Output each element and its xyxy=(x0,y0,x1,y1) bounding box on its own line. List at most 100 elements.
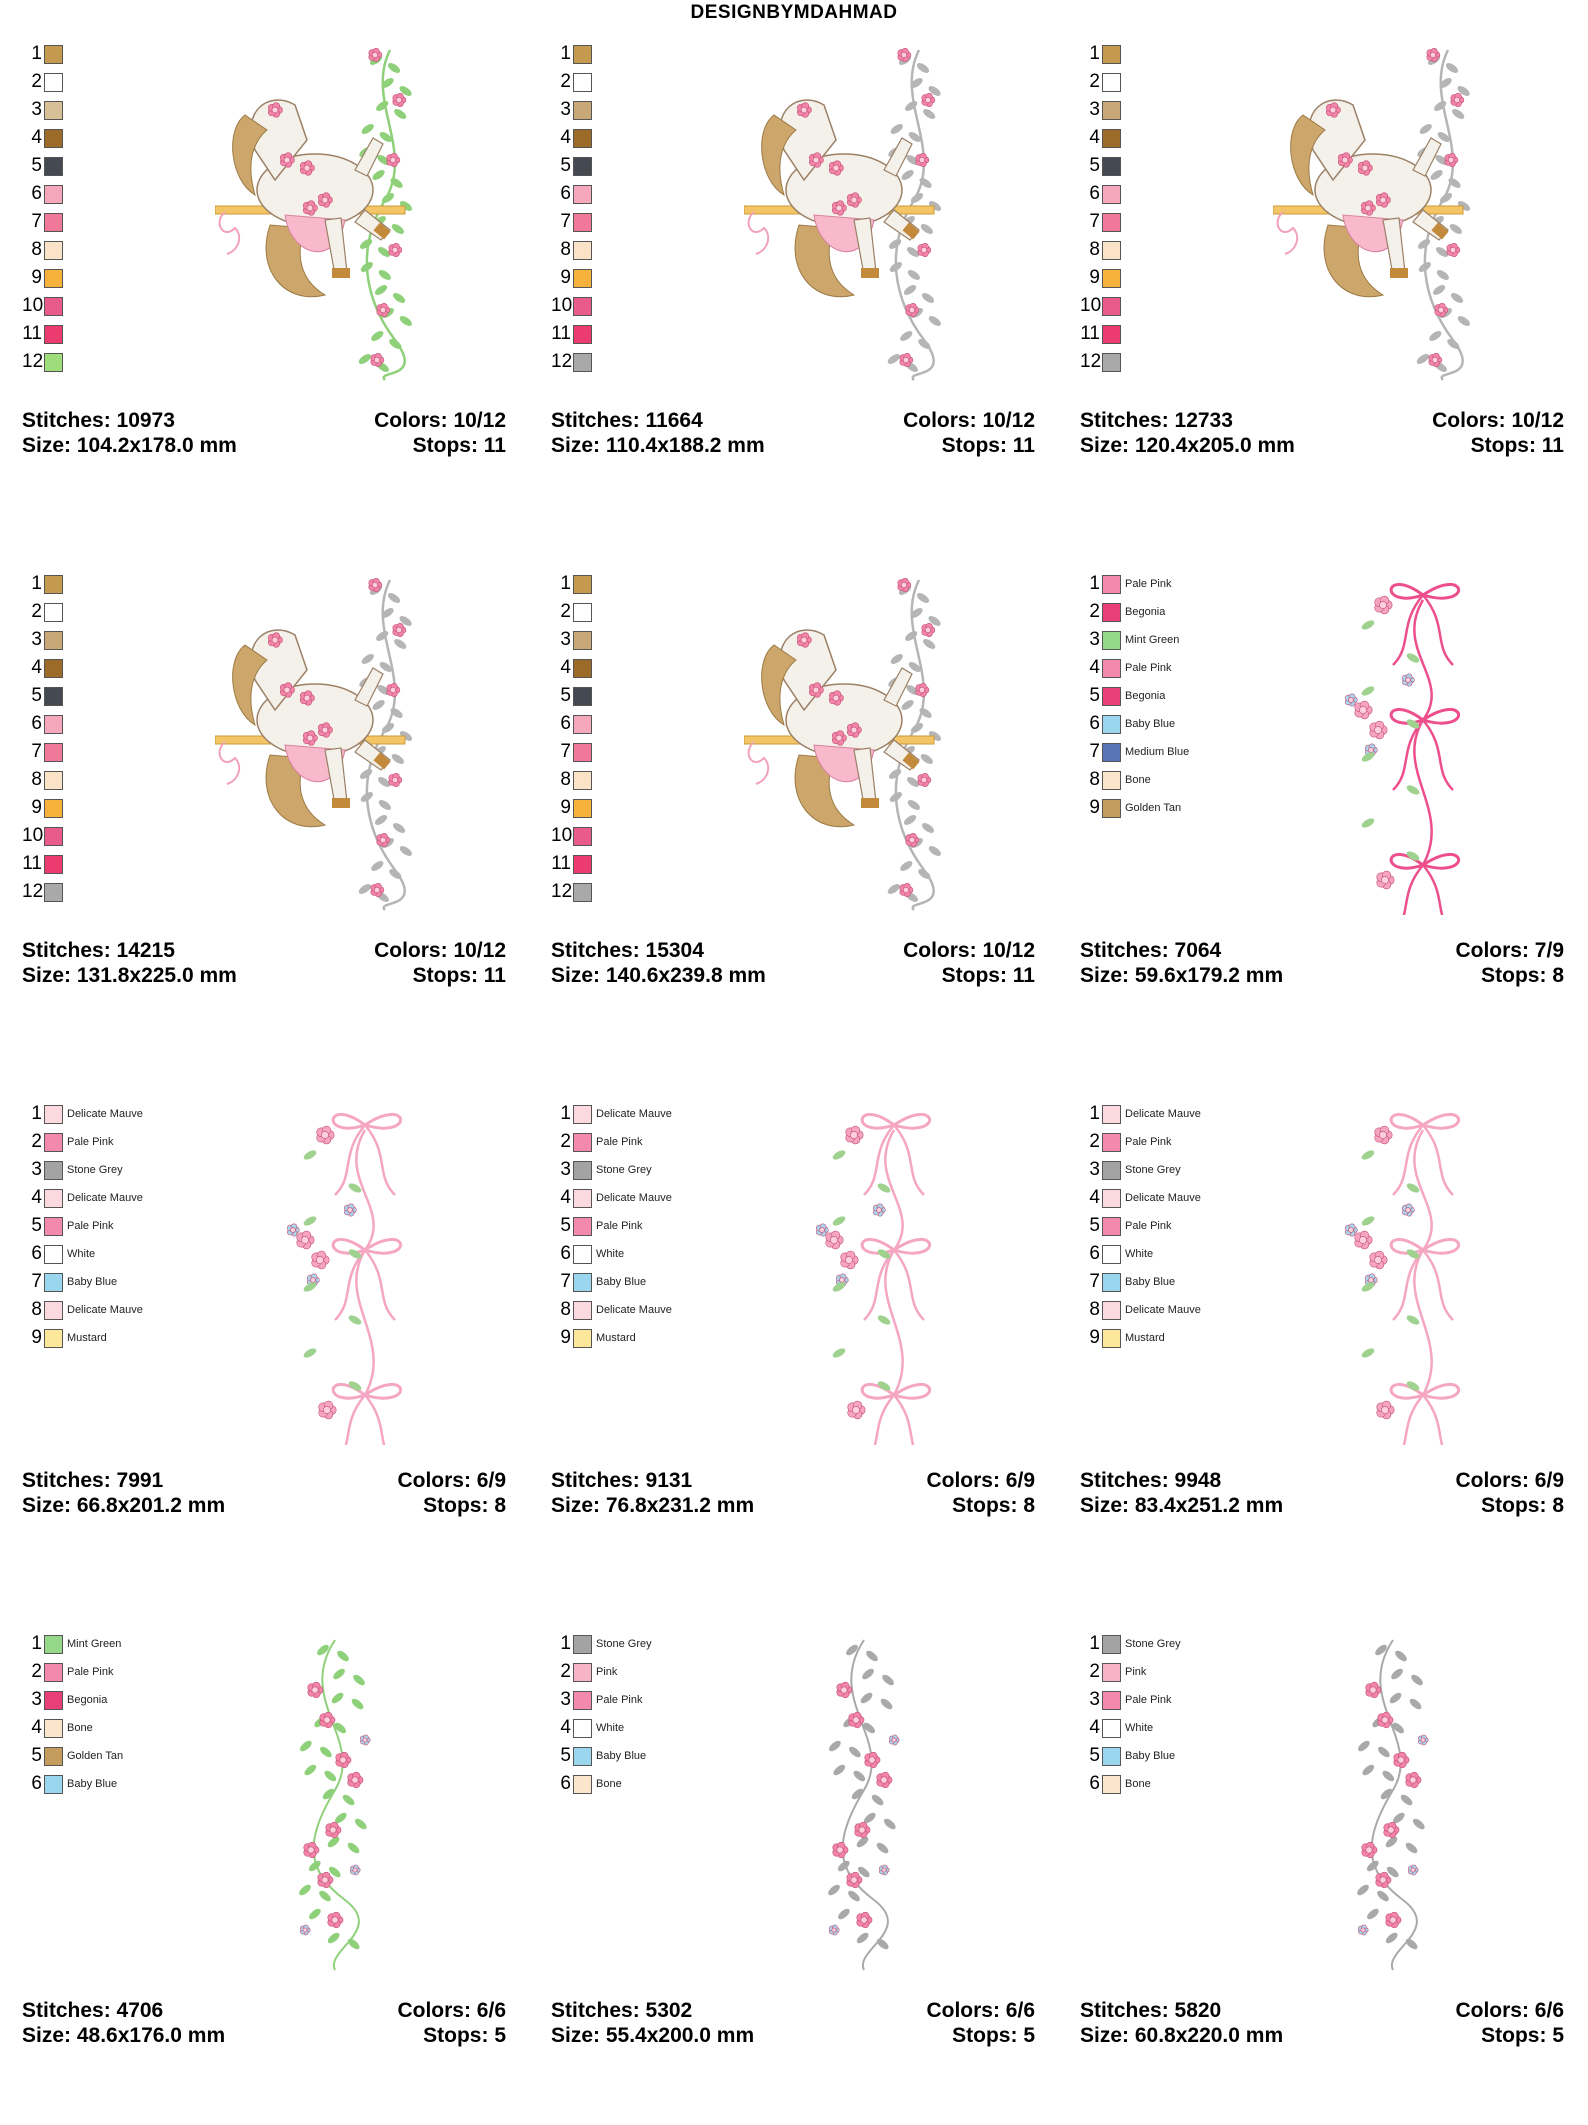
palette-number: 3 xyxy=(560,99,571,120)
design-card[interactable]: 1 Stone Grey 2 Pink 3 Pale Pink 4 White 5 Baby Bl… xyxy=(529,1590,1058,2120)
leaf-motif xyxy=(910,193,924,203)
design-card[interactable]: 1 Pale Pink 2 Begonia 3 Mint Green 4 Pale Pink 5… xyxy=(1058,530,1587,1060)
palette-number: 9 xyxy=(31,1327,42,1348)
leaf-motif xyxy=(1457,201,1471,211)
leaf-motif xyxy=(877,1381,891,1391)
leaf-motif xyxy=(903,285,917,295)
palette-number: 6 xyxy=(31,713,42,734)
color-palette: 1 Stone Grey 2 Pink 3 Pale Pink 4 White 5 Baby Bl… xyxy=(1080,1630,1180,1798)
leaf-motif xyxy=(377,777,391,787)
leaf-motif xyxy=(919,708,932,718)
leaf-motif xyxy=(888,769,902,779)
palette-number: 2 xyxy=(31,601,42,622)
design-card[interactable]: 1 Delicate Mauve 2 Pale Pink 3 Stone Grey 4 Del… xyxy=(529,1060,1058,1590)
rose-icon xyxy=(1369,720,1388,740)
design-card[interactable]: 1 Delicate Mauve 2 Pale Pink 3 Stone Grey 4 Del… xyxy=(1058,1060,1587,1590)
rose-icon xyxy=(267,632,283,648)
leaf-motif xyxy=(1406,653,1420,663)
leaf-motif xyxy=(900,331,913,341)
color-swatch xyxy=(44,1774,63,1794)
color-swatch xyxy=(1102,100,1121,120)
palette-number: 1 xyxy=(560,1103,571,1124)
palette-row: 6 Baby Blue xyxy=(1080,710,1189,738)
leaf-motif xyxy=(379,132,392,142)
leaf-motif xyxy=(928,316,941,326)
stitches-label: Stitches: 9948 xyxy=(1080,1469,1222,1492)
palette-row: 10 xyxy=(22,822,63,850)
leaf-motif xyxy=(399,316,412,326)
leaf-motif xyxy=(334,1812,347,1824)
leaf-motif xyxy=(916,593,930,603)
palette-row: 1 xyxy=(22,570,63,598)
leaf-motif xyxy=(1439,193,1453,203)
color-swatch xyxy=(573,630,592,650)
design-stats: Stitches: 5820 Colors: 6/6 Size: 60.8x220.… xyxy=(1080,1998,1564,2048)
palette-number: 6 xyxy=(560,1243,571,1264)
color-swatch xyxy=(1102,1216,1121,1236)
bow-embroidery-artwork xyxy=(816,1112,932,1445)
stitches-label: Stitches: 9131 xyxy=(551,1469,693,1492)
blue-flower-icon xyxy=(816,1223,829,1237)
color-swatch xyxy=(1102,1662,1121,1682)
palette-number: 2 xyxy=(1089,1661,1100,1682)
blue-flower-icon xyxy=(889,1734,900,1746)
carousel-horse xyxy=(1290,99,1449,298)
palette-row: 2 xyxy=(1080,68,1121,96)
stops-label: Stops: 5 xyxy=(423,2024,506,2047)
palette-number: 3 xyxy=(31,1159,42,1180)
color-swatch xyxy=(1102,686,1121,706)
leaf-motif xyxy=(387,63,401,73)
vine-stem xyxy=(365,579,406,911)
palette-row: 10 xyxy=(551,822,592,850)
leaf-motif xyxy=(887,884,900,894)
leaf-motif xyxy=(377,155,390,165)
leaf-motif xyxy=(832,1348,846,1358)
design-card[interactable]: 1 2 3 4 5 6 7 8 9 10 11 12 Stitches: 12733 Colors: 10… xyxy=(1058,0,1587,530)
leaf-motif xyxy=(846,1644,858,1656)
design-card[interactable]: 1 2 3 4 5 6 7 8 9 10 11 12 Stitches: 10973 Colors: 10… xyxy=(0,0,529,530)
palette-number: 7 xyxy=(31,741,42,762)
rose-icon xyxy=(915,152,930,168)
palette-row: 12 xyxy=(22,348,63,376)
leaf-motif xyxy=(1357,1884,1369,1896)
palette-row: 4 Bone xyxy=(22,1714,123,1742)
rose-icon xyxy=(846,192,862,208)
color-swatch xyxy=(1102,602,1121,622)
palette-number: 4 xyxy=(560,657,571,678)
rose-icon xyxy=(319,1711,336,1729)
leaf-motif xyxy=(1405,1842,1418,1854)
design-card[interactable]: 1 Mint Green 2 Pale Pink 3 Begonia 4 Bone 5 Golde… xyxy=(0,1590,529,2120)
blue-flower-icon xyxy=(879,1864,890,1876)
design-card[interactable]: 1 2 3 4 5 6 7 8 9 10 11 12 Stitches: 11664 Colors: 10… xyxy=(529,0,1058,530)
palette-row: 12 xyxy=(551,878,592,906)
color-swatch xyxy=(1102,658,1121,678)
rose-icon xyxy=(368,47,383,63)
rose-icon xyxy=(325,1821,342,1839)
palette-row: 6 xyxy=(22,180,63,208)
rose-icon xyxy=(1374,1125,1393,1145)
rose-icon xyxy=(317,1871,334,1889)
thread-name: Begonia xyxy=(1125,606,1166,618)
design-card[interactable]: 1 Stone Grey 2 Pink 3 Pale Pink 4 White 5 Baby Bl… xyxy=(1058,1590,1587,2120)
leaf-motif xyxy=(1406,1315,1420,1325)
rose-icon xyxy=(1450,92,1465,108)
leaf-motif xyxy=(1367,1908,1379,1920)
stops-label: Stops: 5 xyxy=(952,2024,1035,2047)
colors-label: Colors: 10/12 xyxy=(374,939,506,962)
palette-row: 9 xyxy=(551,794,592,822)
design-card[interactable]: 1 2 3 4 5 6 7 8 9 10 11 12 Stitches: 15304 Colors: 10… xyxy=(529,530,1058,1060)
leaf-motif xyxy=(1361,818,1375,828)
horse-embroidery-artwork xyxy=(215,577,413,911)
design-card[interactable]: 1 Delicate Mauve 2 Pale Pink 3 Stone Grey 4 Del… xyxy=(0,1060,529,1590)
leaf-motif xyxy=(1380,1788,1393,1800)
palette-row: 3 Stone Grey xyxy=(1080,1156,1201,1184)
leaf-motif xyxy=(1412,1818,1425,1830)
color-swatch xyxy=(44,854,63,874)
design-card[interactable]: 1 2 3 4 5 6 7 8 9 10 11 12 Stitches: 14215 Colors: 10… xyxy=(0,530,529,1060)
colors-label: Colors: 10/12 xyxy=(903,409,1035,432)
leaf-motif xyxy=(1361,1150,1375,1160)
palette-number: 1 xyxy=(560,573,571,594)
palette-number: 2 xyxy=(560,71,571,92)
palette-row: 5 xyxy=(22,152,63,180)
leaf-motif xyxy=(303,1150,317,1160)
